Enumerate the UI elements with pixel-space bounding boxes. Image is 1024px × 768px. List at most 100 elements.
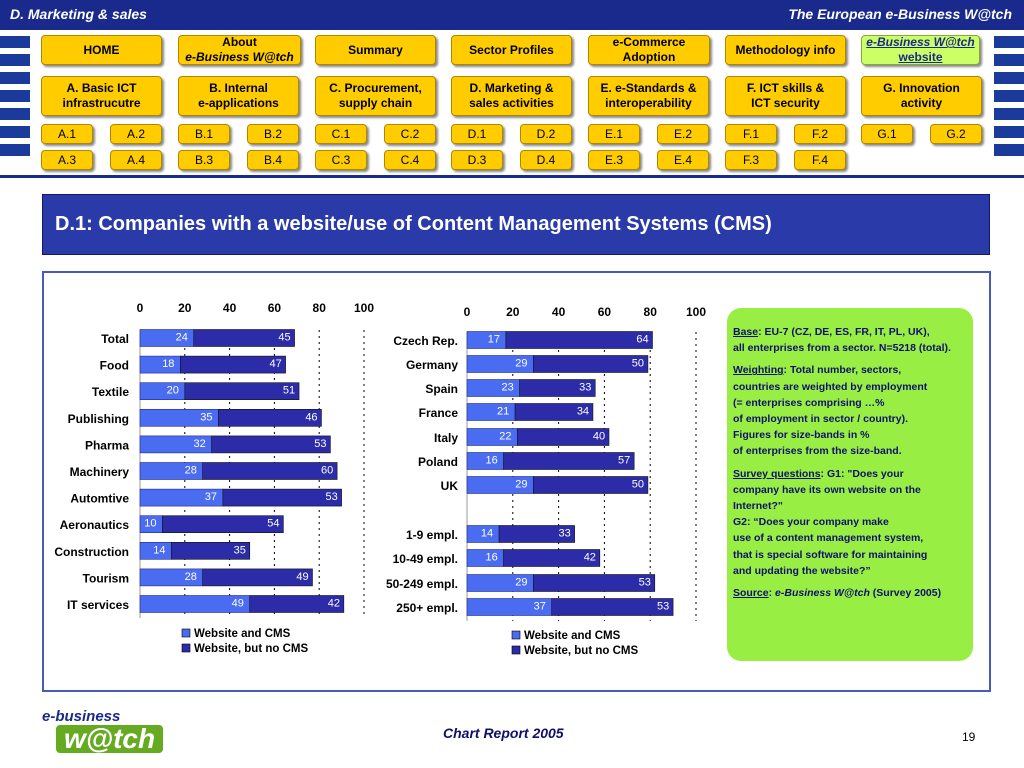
nav-sector-profiles-button[interactable]: Sector Profiles [451, 35, 572, 65]
nav-section-e-label: E. e-Standards & [600, 81, 697, 95]
nav-sub-button-c-1[interactable]: C.1 [315, 124, 367, 144]
nav-sector-profiles-label: Sector Profiles [469, 42, 554, 57]
info-survey-line: Internet?" [733, 500, 783, 513]
nav-sub-button-e-3[interactable]: E.3 [588, 150, 640, 170]
nav-sub-label: C.2 [400, 126, 420, 141]
nav-section-b-button[interactable]: B. Internal e-applications [178, 76, 299, 116]
nav-sub-button-b-4[interactable]: B.4 [247, 150, 299, 170]
nav-sub-label: D.3 [467, 152, 487, 167]
nav-sub-button-f-4[interactable]: F.4 [794, 150, 846, 170]
nav-section-c-label: C. Procurement, [329, 81, 422, 95]
info-source: Source: e-Business W@tch (Survey 2005) [733, 587, 942, 600]
nav-website-link-button[interactable]: e-Business W@tch website [861, 35, 980, 65]
nav-sub-label: G.1 [877, 126, 897, 141]
nav-methodology-button[interactable]: Methodology info [725, 35, 846, 65]
nav-sub-button-f-2[interactable]: F.2 [794, 124, 846, 144]
nav-sub-label: D.4 [536, 152, 556, 167]
nav-section-g-label: G. Innovation [883, 81, 960, 95]
nav-sub-button-d-3[interactable]: D.3 [451, 150, 503, 170]
nav-section-a-label2: infrastrucutre [62, 96, 141, 110]
nav-section-d-button[interactable]: D. Marketing & sales activities [451, 76, 572, 116]
nav-sub-button-g-2[interactable]: G.2 [930, 124, 982, 144]
nav-sub-label: A.3 [57, 152, 76, 167]
nav-sub-label: F.4 [811, 152, 828, 167]
nav-section-d-label2: sales activities [469, 96, 554, 110]
nav-section-f-button[interactable]: F. ICT skills & ICT security [725, 76, 846, 116]
section-title: D. Marketing & sales [10, 6, 147, 22]
nav-sub-button-e-1[interactable]: E.1 [588, 124, 640, 144]
nav-home-label: HOME [83, 42, 120, 57]
info-weighting-line: of enterprises from the size-band. [733, 445, 902, 458]
nav-sub-label: D.2 [536, 126, 556, 141]
nav-sub-button-b-2[interactable]: B.2 [247, 124, 299, 144]
nav-sub-button-e-4[interactable]: E.4 [657, 150, 709, 170]
nav-sub-label: F.1 [742, 126, 759, 141]
nav-sub-button-b-3[interactable]: B.3 [178, 150, 230, 170]
logo-top-text: e-business [42, 708, 121, 725]
nav-sub-label: A.1 [57, 126, 76, 141]
nav-section-f-label: F. ICT skills & [746, 81, 825, 95]
nav-sub-button-c-4[interactable]: C.4 [384, 150, 436, 170]
nav-sub-label: E.4 [673, 152, 692, 167]
nav-sub-label: B.1 [194, 126, 213, 141]
info-weighting: Weighting: Total number, sectors, countr… [733, 362, 967, 459]
nav-summary-label: Summary [348, 42, 403, 57]
nav-sub-button-a-2[interactable]: A.2 [110, 124, 162, 144]
nav-section-f-label2: ICT security [751, 96, 820, 110]
nav-sub-button-a-1[interactable]: A.1 [41, 124, 93, 144]
nav-about-label2: e-Business W@tch [185, 50, 294, 64]
nav-sub-label: C.4 [400, 152, 420, 167]
info-survey-line: and updating the website?” [733, 564, 871, 577]
info-base-text: : EU-7 (CZ, DE, ES, FR, IT, PL, UK), [758, 326, 930, 338]
nav-sub-button-f-3[interactable]: F.3 [725, 150, 777, 170]
info-survey: Survey questions: G1: "Does your company… [733, 466, 967, 579]
nav-sub-label: E.1 [604, 126, 623, 141]
nav-section-g-button[interactable]: G. Innovation activity [861, 76, 982, 116]
nav-summary-button[interactable]: Summary [315, 35, 436, 65]
nav-about-button[interactable]: About e-Business W@tch [178, 35, 301, 65]
info-source-italic: e-Business W@tch [775, 587, 870, 600]
nav-sub-label: E.2 [673, 126, 692, 141]
info-source-text: (Survey 2005) [869, 587, 942, 600]
info-survey-line: that is special software for maintaining [733, 548, 928, 561]
info-base: Base: EU-7 (CZ, DE, ES, FR, IT, PL, UK),… [733, 324, 967, 356]
nav-section-e-button[interactable]: E. e-Standards & interoperability [588, 76, 709, 116]
nav-sub-label: D.1 [467, 126, 487, 141]
nav-section-a-button[interactable]: A. Basic ICT infrastrucutre [41, 76, 162, 116]
nav-section-b-label: B. Internal [209, 81, 268, 95]
page-number: 19 [962, 730, 976, 744]
right-stripes-decoration [994, 36, 1024, 162]
left-stripes-decoration [0, 36, 30, 162]
info-weighting-line: of employment in sector / country). [733, 413, 909, 426]
nav-sub-button-d-1[interactable]: D.1 [451, 124, 503, 144]
nav-section-a-label: A. Basic ICT [66, 81, 137, 95]
info-survey-line: company have its own website on the [733, 483, 921, 496]
nav-sub-label: C.1 [331, 126, 351, 141]
footer-report-title: Chart Report 2005 [443, 725, 564, 741]
nav-sub-button-e-2[interactable]: E.2 [657, 124, 709, 144]
info-base-text2: all enterprises from a sector. N=5218 (t… [733, 342, 951, 355]
nav-website-label2: website [898, 50, 943, 64]
nav-sub-button-d-2[interactable]: D.2 [520, 124, 572, 144]
info-survey-label: Survey questions [733, 467, 821, 480]
nav-home-button[interactable]: HOME [41, 35, 162, 65]
nav-sub-button-a-3[interactable]: A.3 [41, 150, 93, 170]
nav-sub-button-a-4[interactable]: A.4 [110, 150, 162, 170]
nav-sub-button-d-4[interactable]: D.4 [520, 150, 572, 170]
nav-section-e-label2: interoperability [605, 96, 692, 110]
nav-sub-button-b-1[interactable]: B.1 [178, 124, 230, 144]
nav-sub-label: E.3 [604, 152, 623, 167]
nav-sub-button-c-3[interactable]: C.3 [315, 150, 367, 170]
nav-sub-label: F.3 [742, 152, 759, 167]
info-weighting-label: Weighting [733, 364, 784, 377]
nav-sub-button-g-1[interactable]: G.1 [861, 124, 913, 144]
nav-ecommerce-adoption-button[interactable]: e-Commerce Adoption [588, 35, 710, 65]
nav-section-b-label2: e-applications [198, 96, 279, 110]
info-survey-line: use of a content management system, [733, 532, 924, 545]
nav-section-c-button[interactable]: C. Procurement, supply chain [315, 76, 436, 116]
nav-sub-button-c-2[interactable]: C.2 [384, 124, 436, 144]
nav-section-c-label2: supply chain [338, 96, 413, 110]
nav-sub-button-f-1[interactable]: F.1 [725, 124, 777, 144]
info-source-label: Source [733, 587, 769, 600]
nav-sub-label: B.4 [263, 152, 282, 167]
